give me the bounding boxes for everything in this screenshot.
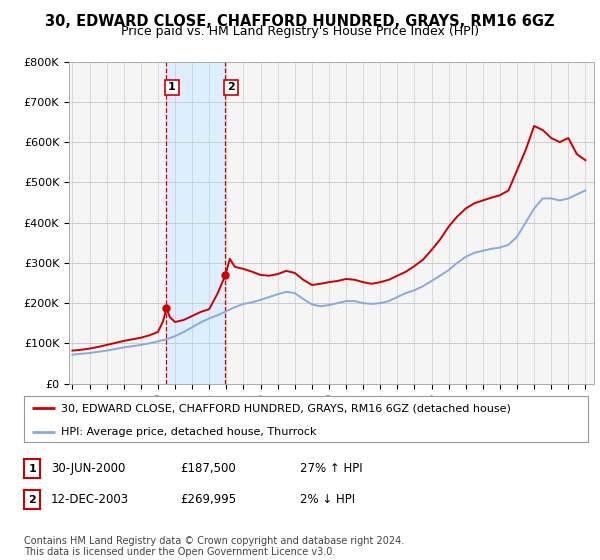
Text: 12-DEC-2003: 12-DEC-2003 [51, 493, 129, 506]
Text: 2: 2 [28, 494, 36, 505]
Text: 1: 1 [28, 464, 36, 474]
Text: Price paid vs. HM Land Registry's House Price Index (HPI): Price paid vs. HM Land Registry's House … [121, 25, 479, 38]
Text: 27% ↑ HPI: 27% ↑ HPI [300, 462, 362, 475]
Text: 30-JUN-2000: 30-JUN-2000 [51, 462, 125, 475]
Text: 1: 1 [168, 82, 176, 92]
Text: Contains HM Land Registry data © Crown copyright and database right 2024.
This d: Contains HM Land Registry data © Crown c… [24, 535, 404, 557]
Text: 2: 2 [227, 82, 235, 92]
Text: HPI: Average price, detached house, Thurrock: HPI: Average price, detached house, Thur… [61, 427, 316, 437]
Text: 2% ↓ HPI: 2% ↓ HPI [300, 493, 355, 506]
Bar [166, 62, 226, 384]
Text: 30, EDWARD CLOSE, CHAFFORD HUNDRED, GRAYS, RM16 6GZ: 30, EDWARD CLOSE, CHAFFORD HUNDRED, GRAY… [45, 14, 555, 29]
Text: £269,995: £269,995 [180, 493, 236, 506]
Text: 30, EDWARD CLOSE, CHAFFORD HUNDRED, GRAYS, RM16 6GZ (detached house): 30, EDWARD CLOSE, CHAFFORD HUNDRED, GRAY… [61, 403, 511, 413]
Text: £187,500: £187,500 [180, 462, 236, 475]
